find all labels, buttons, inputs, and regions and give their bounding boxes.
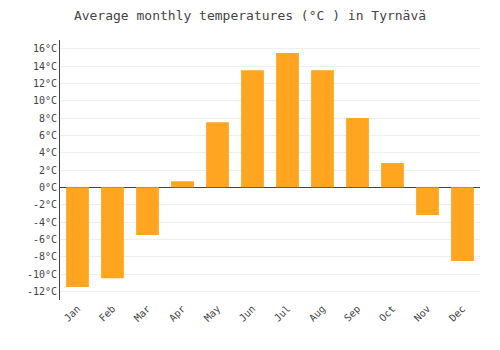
svg-text:16°C: 16°C	[33, 43, 57, 54]
svg-text:May: May	[202, 303, 223, 324]
svg-text:10°C: 10°C	[33, 95, 57, 106]
svg-text:2°C: 2°C	[39, 165, 57, 176]
svg-text:Jul: Jul	[272, 303, 293, 324]
svg-text:Jun: Jun	[237, 303, 258, 324]
svg-text:Oct: Oct	[377, 303, 398, 324]
svg-text:8°C: 8°C	[39, 113, 57, 124]
svg-text:-10°C: -10°C	[27, 269, 57, 280]
svg-text:-6°C: -6°C	[33, 234, 57, 245]
svg-text:Sep: Sep	[342, 303, 363, 324]
svg-text:Feb: Feb	[97, 303, 118, 324]
svg-text:-4°C: -4°C	[33, 217, 57, 228]
svg-text:-8°C: -8°C	[33, 251, 57, 262]
svg-text:Mar: Mar	[132, 303, 153, 324]
svg-text:-12°C: -12°C	[27, 286, 57, 297]
svg-text:0°C: 0°C	[39, 182, 57, 193]
svg-text:Jan: Jan	[62, 303, 83, 324]
svg-text:Average monthly temperatures (: Average monthly temperatures (°C ) in Ty…	[74, 8, 426, 23]
svg-text:Dec: Dec	[447, 303, 468, 324]
svg-text:12°C: 12°C	[33, 78, 57, 89]
svg-text:4°C: 4°C	[39, 147, 57, 158]
svg-text:Apr: Apr	[167, 303, 188, 324]
svg-text:-2°C: -2°C	[33, 199, 57, 210]
svg-text:6°C: 6°C	[39, 130, 57, 141]
svg-text:Aug: Aug	[307, 303, 328, 324]
svg-text:Nov: Nov	[412, 303, 433, 324]
svg-text:14°C: 14°C	[33, 61, 57, 72]
